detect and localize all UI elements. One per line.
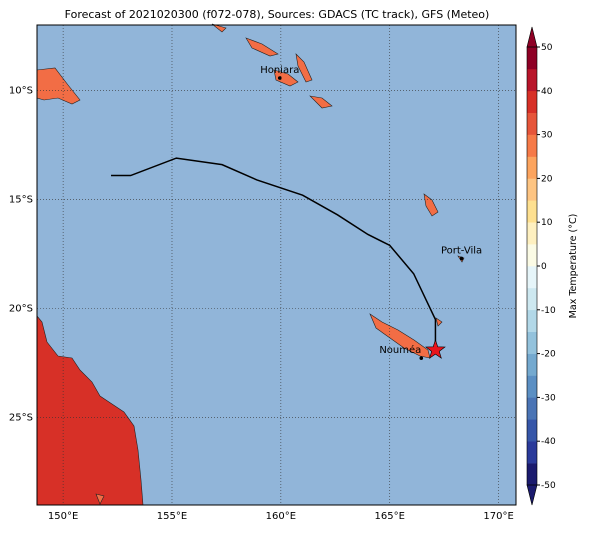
colorbar-bin [527, 156, 537, 179]
city-label: Nouméa [379, 344, 421, 356]
colorbar-tick-label: 20 [541, 174, 553, 184]
colorbar-tick-label: 50 [541, 43, 553, 53]
colorbar-tick-label: -40 [541, 437, 556, 447]
cyclone-track [111, 157, 437, 351]
x-tick-label: 150°E [48, 511, 78, 522]
city-label: Honiara [260, 65, 299, 76]
colorbar-bin [527, 309, 537, 332]
colorbar-tick-label: 10 [541, 218, 553, 228]
colorbar-tick-label: -50 [541, 481, 556, 491]
city-dot [459, 256, 464, 261]
colorbar-bin [527, 222, 537, 245]
x-tick-label: 165°E [375, 511, 405, 522]
colorbar-bin [527, 244, 537, 267]
colorbar-bin [527, 90, 537, 113]
colorbar-bin [527, 463, 537, 486]
city-dot [277, 76, 282, 80]
colorbar-label: Max Temperature (°C) [568, 214, 579, 319]
colorbar-tick-label: 0 [541, 262, 547, 272]
colorbar-bin [527, 287, 537, 311]
colorbar-bin [527, 200, 537, 223]
colorbar-tick-label: 30 [541, 131, 553, 141]
colorbar-bin [527, 266, 537, 289]
colorbar-bin [527, 112, 537, 135]
city-dot [419, 356, 424, 360]
y-tick-label: 15°S [9, 195, 33, 206]
map-frame [36, 24, 517, 506]
colorbar-tick-label: 40 [541, 87, 553, 97]
city-label: Port-Vila [441, 245, 482, 256]
colorbar-bin [527, 47, 537, 70]
colorbar-tick-label: -30 [541, 393, 556, 403]
colorbar-bin [527, 419, 537, 442]
colorbar-bin [527, 397, 537, 420]
colorbar-extend [526, 26, 538, 48]
colorbar-extend [526, 484, 538, 506]
x-tick-label: 170°E [483, 511, 513, 522]
land [36, 23, 465, 506]
colorbar-tick-label: -20 [541, 350, 556, 360]
x-tick-label: 155°E [157, 511, 187, 522]
colorbar-bin [527, 68, 537, 92]
y-tick-label: 25°S [9, 413, 33, 424]
colorbar-bin [527, 178, 537, 201]
colorbar-tick-label: -10 [541, 306, 556, 316]
storm-marker [425, 339, 446, 359]
y-tick-label: 20°S [9, 304, 33, 315]
y-tick-label: 10°S [9, 85, 33, 96]
x-tick-label: 160°E [266, 511, 296, 522]
colorbar-bin [527, 441, 537, 464]
colorbar-bin [527, 375, 537, 398]
colorbar-bin [527, 353, 537, 376]
title: Forecast of 2021020300 (f072-078), Sourc… [65, 8, 490, 21]
colorbar-bin [527, 331, 537, 354]
colorbar-bin [527, 134, 537, 157]
